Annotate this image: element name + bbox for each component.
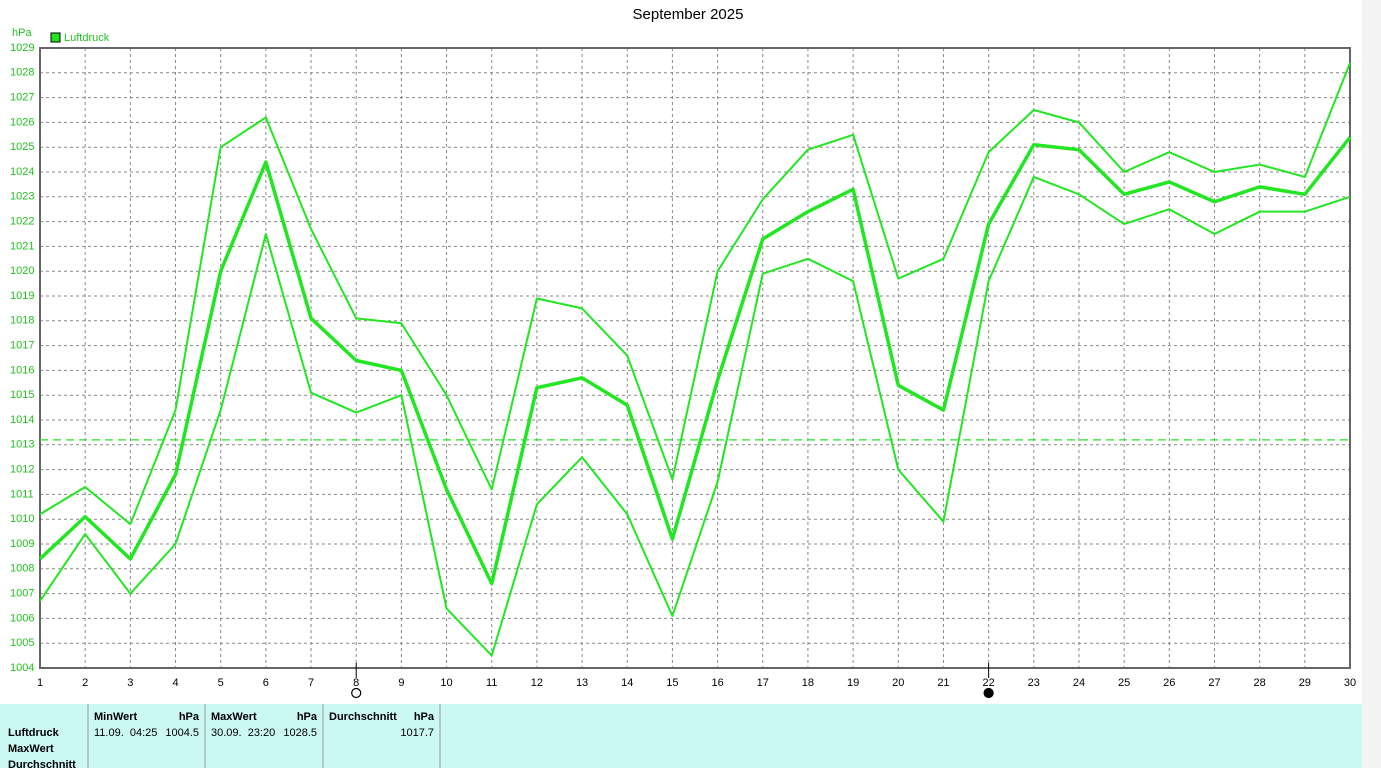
y-tick-label: 1014 xyxy=(10,414,34,426)
y-tick-label: 1011 xyxy=(10,488,34,500)
stat-value: 1004.5 xyxy=(165,727,199,739)
column-header: MaxWert xyxy=(211,711,257,723)
x-tick-label: 17 xyxy=(757,677,769,689)
y-tick-label: 1010 xyxy=(10,513,34,525)
min-line xyxy=(39,175,1351,657)
plot-frame xyxy=(39,47,1351,669)
y-tick-label: 1009 xyxy=(10,538,34,550)
x-tick-label: 16 xyxy=(711,677,723,689)
x-tick-label: 25 xyxy=(1118,677,1130,689)
stat-time: 11.09. 04:25 xyxy=(94,727,157,739)
x-tick-label: 10 xyxy=(440,677,452,689)
y-tick-label: 1018 xyxy=(10,315,34,327)
y-tick-label: 1006 xyxy=(10,612,34,624)
x-tick-label: 11 xyxy=(486,677,497,689)
stat-value: 1028.5 xyxy=(283,727,317,739)
plot-area xyxy=(40,48,1350,668)
legend-swatch xyxy=(50,32,61,43)
x-tick-label: 2 xyxy=(82,677,88,689)
y-tick-label: 1024 xyxy=(10,166,34,178)
y-tick-label: 1023 xyxy=(10,191,34,203)
stat-value: 1017.7 xyxy=(400,727,434,739)
stats-panel xyxy=(0,704,1362,768)
column-header: Durchschnitt xyxy=(329,711,397,723)
chart-title: September 2025 xyxy=(633,6,744,23)
x-tick-label: 24 xyxy=(1073,677,1085,689)
x-tick-label: 28 xyxy=(1254,677,1266,689)
row-label: MaxWert xyxy=(8,743,54,755)
x-tick-label: 4 xyxy=(172,677,178,689)
y-tick-label: 1028 xyxy=(10,67,34,79)
x-tick-label: 5 xyxy=(218,677,224,689)
x-tick-label: 30 xyxy=(1344,677,1356,689)
y-tick-label: 1029 xyxy=(10,42,34,54)
x-tick-label: 22 xyxy=(982,677,994,689)
moon-marker xyxy=(983,687,994,699)
x-tick-label: 18 xyxy=(802,677,814,689)
column-header: MinWert xyxy=(94,711,138,723)
y-tick-label: 1015 xyxy=(10,389,34,401)
x-tick-label: 29 xyxy=(1299,677,1311,689)
x-tick-label: 14 xyxy=(621,677,633,689)
y-tick-label: 1025 xyxy=(10,141,34,153)
y-unit: hPa xyxy=(12,27,32,39)
y-tick-label: 1026 xyxy=(10,116,34,128)
x-tick-label: 6 xyxy=(263,677,269,689)
y-tick-label: 1016 xyxy=(10,364,34,376)
series-line xyxy=(38,136,1352,586)
x-tick-label: 21 xyxy=(937,677,949,689)
y-tick-label: 1008 xyxy=(10,563,34,575)
row-label: Durchschnitt xyxy=(8,759,76,768)
y-tick-label: 1013 xyxy=(10,439,34,451)
y-tick-label: 1027 xyxy=(10,92,34,104)
y-tick-label: 1022 xyxy=(10,216,34,228)
x-tick-label: 13 xyxy=(576,677,588,689)
column-unit: hPa xyxy=(179,711,200,723)
y-tick-label: 1007 xyxy=(10,588,34,600)
x-tick-label: 12 xyxy=(531,677,543,689)
y-tick-label: 1020 xyxy=(10,265,34,277)
x-tick-label: 15 xyxy=(666,677,678,689)
y-tick-label: 1004 xyxy=(10,662,34,674)
y-tick-label: 1017 xyxy=(10,340,34,352)
y-tick-label: 1019 xyxy=(10,290,34,302)
y-tick-label: 1005 xyxy=(10,637,34,649)
x-tick-label: 23 xyxy=(1028,677,1040,689)
y-tick-label: 1012 xyxy=(10,464,34,476)
y-tick-label: 1021 xyxy=(10,240,34,252)
column-unit: hPa xyxy=(297,711,318,723)
column-unit: hPa xyxy=(414,711,435,723)
stat-time: 30.09. 23:20 xyxy=(211,727,275,739)
moon-marker xyxy=(351,687,362,699)
x-tick-label: 8 xyxy=(353,677,359,689)
x-tick-label: 1 xyxy=(37,677,43,689)
x-tick-label: 3 xyxy=(127,677,133,689)
row-label: Luftdruck xyxy=(8,727,60,739)
x-tick-label: 20 xyxy=(892,677,904,689)
legend-label: Luftdruck xyxy=(64,32,110,44)
x-tick-label: 19 xyxy=(847,677,859,689)
x-tick-label: 27 xyxy=(1208,677,1220,689)
side-panel xyxy=(1362,0,1381,768)
x-tick-label: 9 xyxy=(398,677,404,689)
x-tick-label: 26 xyxy=(1163,677,1175,689)
x-tick-label: 7 xyxy=(308,677,314,689)
max-line xyxy=(39,62,1351,526)
